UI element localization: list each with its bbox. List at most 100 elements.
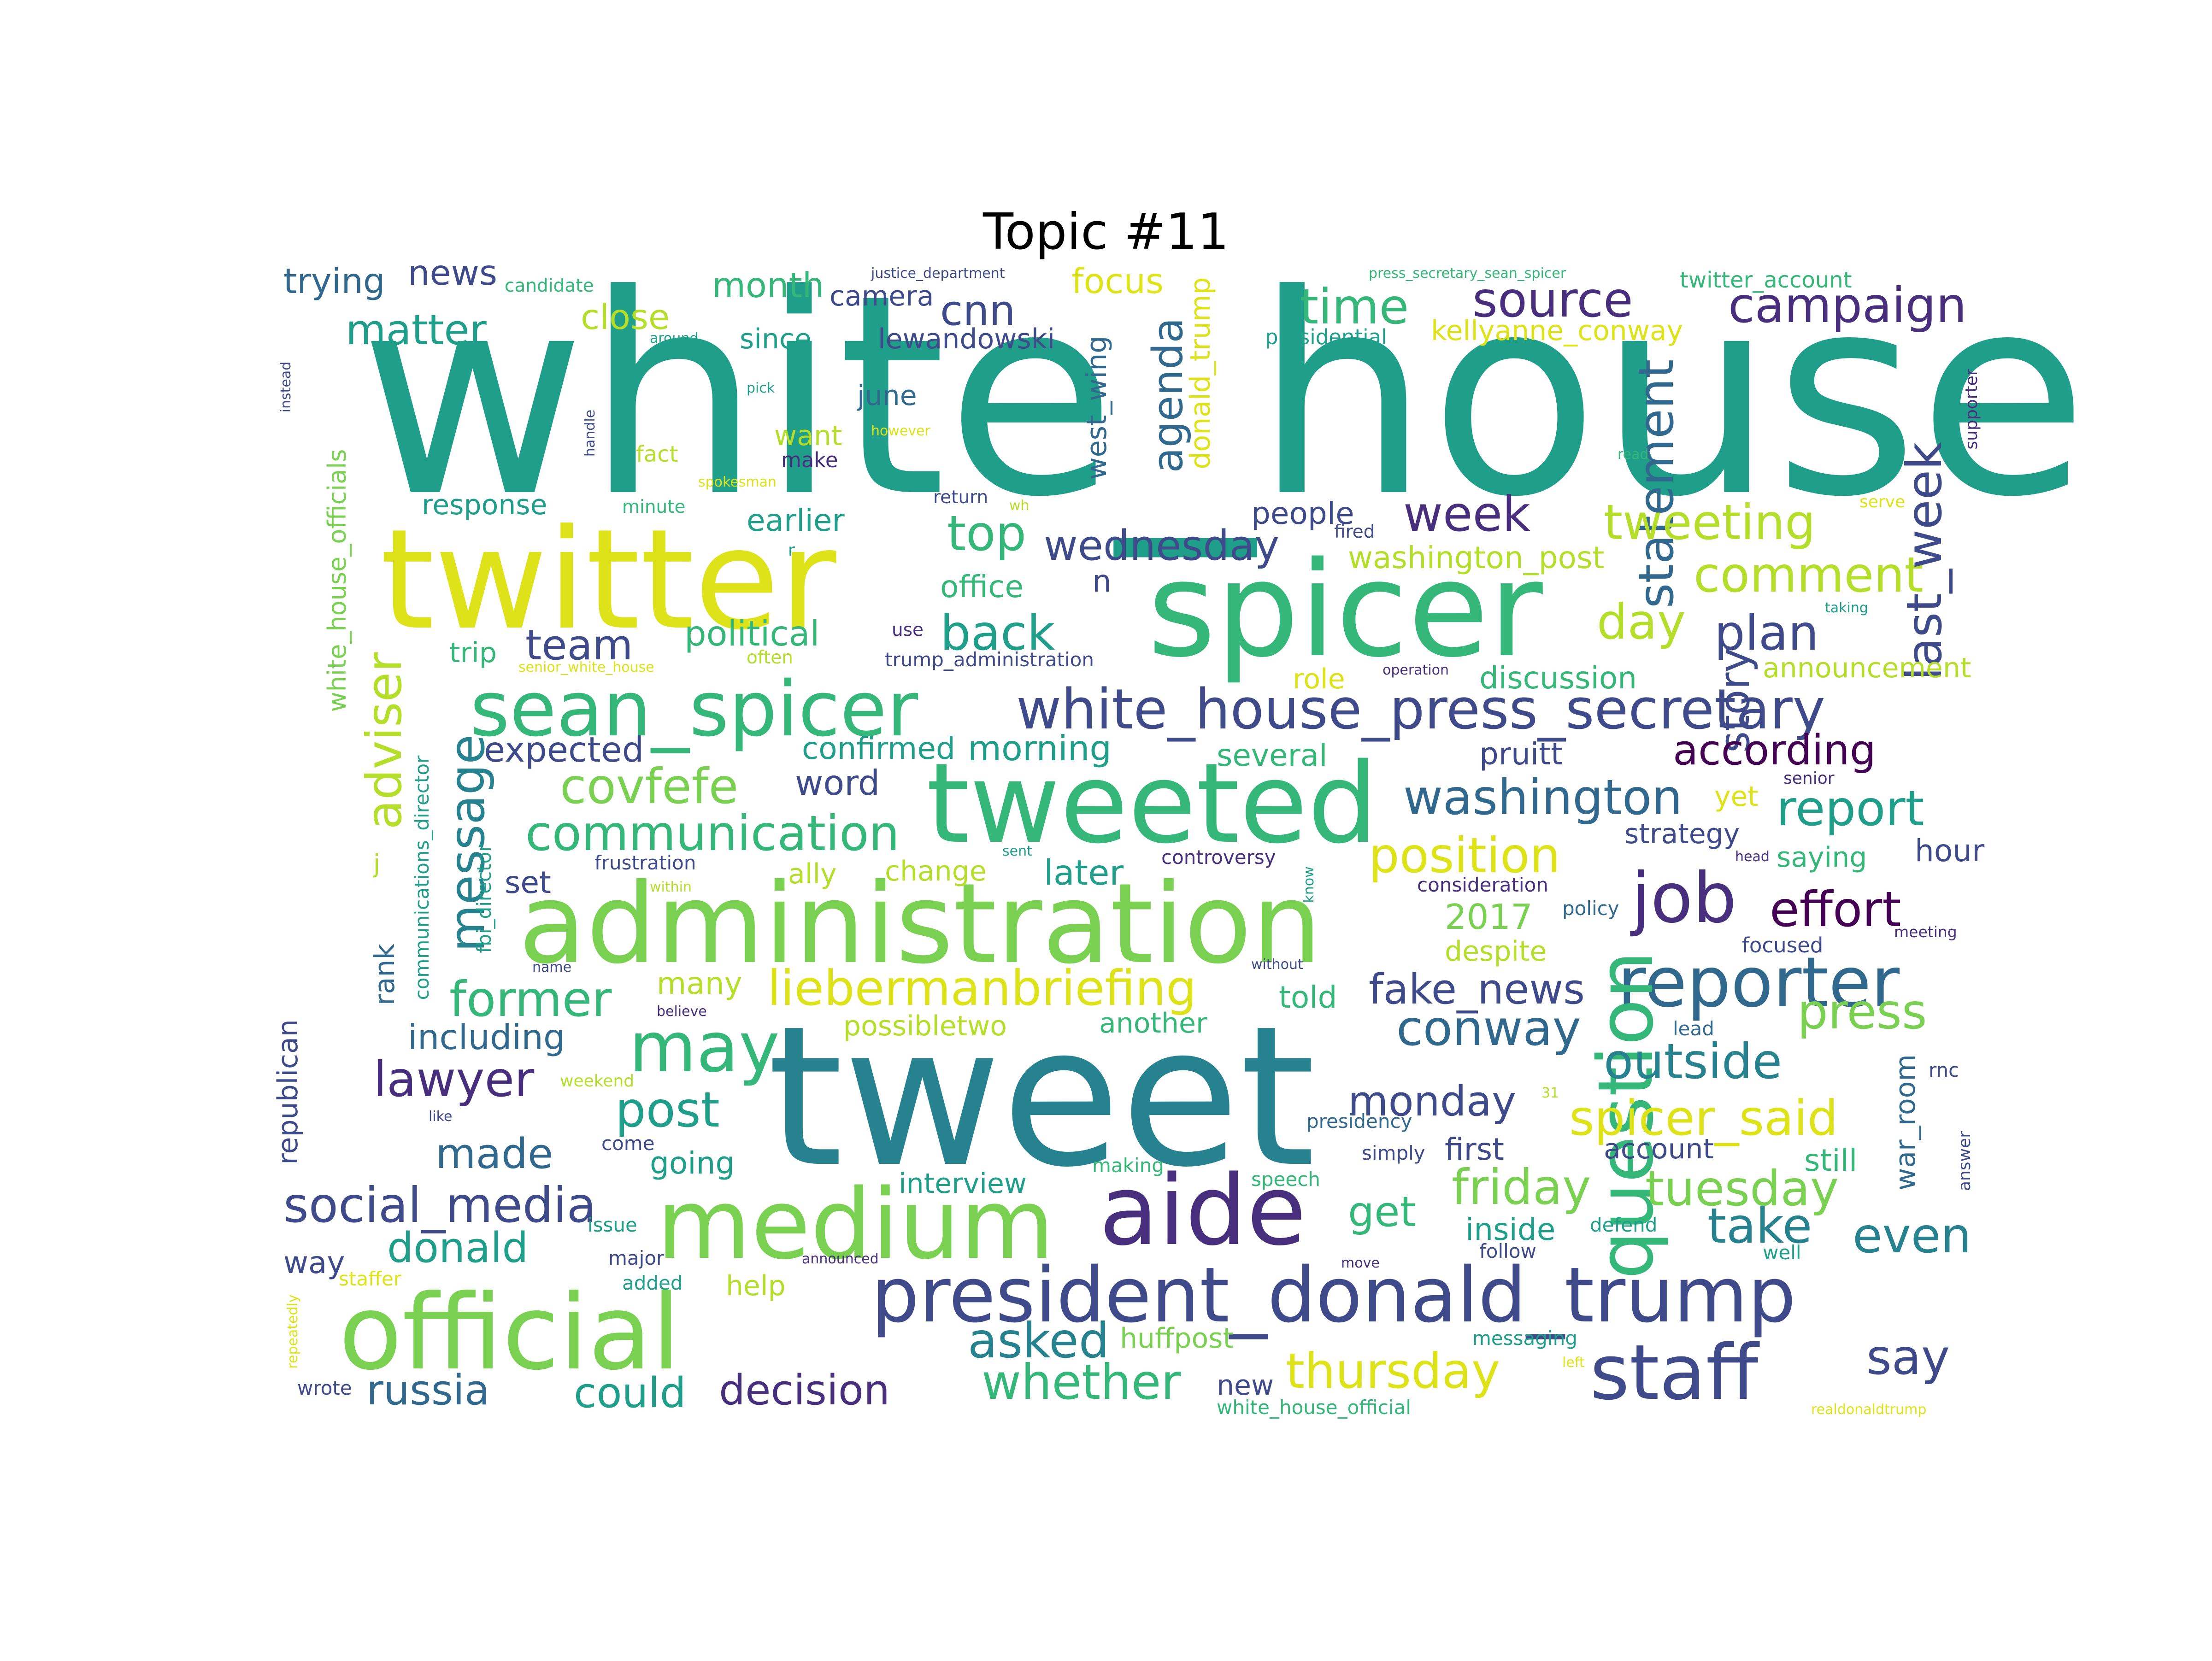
cloud-word: lawyer bbox=[373, 1051, 535, 1108]
cloud-word: huffpost bbox=[1120, 1322, 1234, 1355]
cloud-word: supporter bbox=[1962, 369, 1981, 449]
cloud-word: whether bbox=[982, 1354, 1181, 1410]
cloud-word: another bbox=[1099, 1007, 1207, 1039]
cloud-word: russia bbox=[366, 1366, 490, 1414]
cloud-word: response bbox=[422, 489, 547, 521]
cloud-word: later bbox=[1044, 852, 1124, 893]
cloud-word: want bbox=[774, 420, 842, 452]
cloud-word: official bbox=[339, 1273, 681, 1393]
cloud-word: left bbox=[1562, 1355, 1585, 1371]
cloud-word: use bbox=[892, 620, 924, 640]
cloud-word: take bbox=[1707, 1198, 1812, 1254]
cloud-word: kellyanne_conway bbox=[1431, 315, 1683, 347]
cloud-word: staff bbox=[1590, 1328, 1760, 1417]
cloud-word: strategy bbox=[1624, 818, 1740, 850]
cloud-word: president_donald_trump bbox=[871, 1251, 1796, 1339]
cloud-word: close bbox=[581, 297, 670, 337]
cloud-word: justice_department bbox=[871, 265, 1005, 282]
cloud-word: position bbox=[1369, 828, 1560, 884]
cloud-word: lead bbox=[1673, 1017, 1714, 1040]
cloud-word: name bbox=[532, 959, 571, 975]
cloud-word: medium bbox=[657, 1168, 1054, 1281]
cloud-word: asked bbox=[968, 1313, 1109, 1369]
cloud-word: washington bbox=[1403, 769, 1683, 826]
cloud-word: first bbox=[1445, 1132, 1504, 1167]
cloud-word: know bbox=[1301, 866, 1317, 903]
cloud-word: white_house_official bbox=[1217, 1396, 1411, 1419]
cloud-word: white_house bbox=[359, 235, 2088, 561]
cloud-word: head bbox=[1735, 849, 1770, 865]
cloud-word: hour bbox=[1915, 833, 1985, 869]
cloud-word: could bbox=[574, 1369, 686, 1417]
cloud-word: weekend bbox=[560, 1072, 634, 1091]
cloud-word: set bbox=[505, 865, 551, 900]
cloud-word: presidential bbox=[1265, 325, 1387, 349]
cloud-word: repeatedly bbox=[285, 1294, 301, 1368]
cloud-word: senior_white_house bbox=[518, 659, 654, 675]
cloud-word: west_wing bbox=[1081, 336, 1113, 480]
cloud-word: frustration bbox=[594, 851, 696, 874]
cloud-word: made bbox=[435, 1130, 553, 1178]
cloud-word: instead bbox=[278, 362, 294, 413]
cloud-word: friday bbox=[1452, 1159, 1591, 1215]
cloud-word: question bbox=[1582, 951, 1670, 1279]
cloud-word: staffer bbox=[339, 1268, 402, 1290]
cloud-word: making bbox=[1092, 1154, 1164, 1177]
cloud-word: told bbox=[1279, 980, 1337, 1015]
cloud-word: defend bbox=[1590, 1214, 1657, 1236]
cloud-word: return bbox=[933, 487, 988, 508]
cloud-word: reporter bbox=[1618, 943, 1900, 1023]
cloud-word: earlier bbox=[747, 503, 845, 538]
cloud-word: however bbox=[871, 423, 931, 439]
cloud-word: interview bbox=[899, 1168, 1027, 1200]
cloud-word: decision bbox=[719, 1366, 890, 1414]
cloud-word: since bbox=[740, 323, 812, 355]
cloud-word: story bbox=[1711, 648, 1759, 753]
cloud-word: spokesman bbox=[698, 474, 777, 490]
cloud-word: speech bbox=[1251, 1168, 1320, 1191]
cloud-word: statement bbox=[1628, 359, 1684, 609]
cloud-word: n bbox=[1092, 563, 1112, 599]
cloud-word: tweeted bbox=[926, 739, 1378, 868]
cloud-word: camera bbox=[830, 280, 934, 312]
cloud-word: senior bbox=[1783, 769, 1835, 788]
cloud-word: spicer_said bbox=[1569, 1090, 1838, 1146]
cloud-word: rank bbox=[369, 944, 401, 1005]
cloud-word: r bbox=[788, 541, 795, 560]
cloud-word: new bbox=[1217, 1369, 1274, 1402]
cloud-word: major bbox=[608, 1247, 665, 1269]
cloud-word: including bbox=[408, 1017, 565, 1057]
cloud-word: j bbox=[373, 849, 380, 878]
cloud-word: yet bbox=[1714, 781, 1759, 813]
cloud-word: around bbox=[650, 330, 698, 346]
cloud-word: june bbox=[856, 380, 917, 412]
cloud-word: communications_director bbox=[411, 755, 433, 1000]
cloud-word: messaging bbox=[1472, 1327, 1577, 1350]
cloud-word: former bbox=[449, 971, 612, 1027]
cloud-word: handle bbox=[582, 410, 598, 457]
cloud-word: adviser bbox=[356, 652, 412, 830]
cloud-word: twitter_account bbox=[1680, 267, 1852, 293]
cloud-word: come bbox=[601, 1132, 655, 1155]
cloud-word: like bbox=[429, 1109, 452, 1125]
cloud-word: tweeting bbox=[1604, 494, 1816, 551]
cloud-word: wh bbox=[1009, 498, 1030, 514]
cloud-word: help bbox=[726, 1270, 786, 1302]
cloud-word: announcement bbox=[1763, 652, 1971, 684]
cloud-word: morning bbox=[968, 728, 1112, 769]
cloud-word: 2017 bbox=[1445, 897, 1533, 937]
cloud-word: minute bbox=[622, 497, 686, 517]
cloud-word: according bbox=[1673, 726, 1876, 775]
cloud-word: issue bbox=[588, 1214, 637, 1236]
cloud-word: post bbox=[615, 1082, 720, 1138]
cloud-word: wednesday bbox=[1044, 522, 1279, 570]
cloud-word: top bbox=[947, 505, 1026, 562]
cloud-word: make bbox=[781, 448, 838, 472]
cloud-word: lewandowski bbox=[878, 323, 1055, 355]
cloud-word: realdonaldtrump bbox=[1811, 1402, 1926, 1418]
cloud-word: tweet bbox=[767, 985, 1316, 1210]
cloud-word: cnn bbox=[940, 287, 1016, 335]
